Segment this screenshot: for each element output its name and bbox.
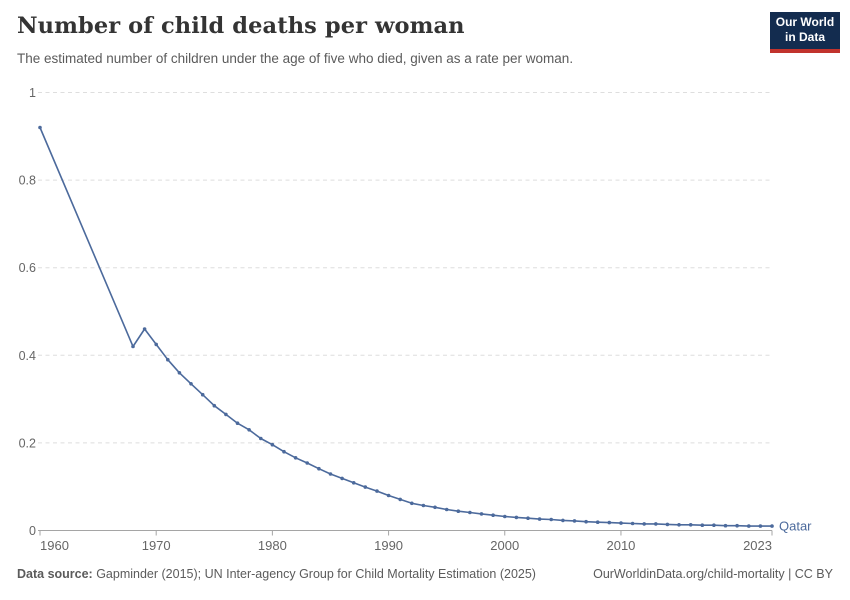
data-point-marker bbox=[584, 519, 588, 524]
x-tick-label: 1980 bbox=[258, 538, 287, 553]
data-point-marker bbox=[270, 442, 275, 447]
data-point-marker bbox=[712, 523, 716, 527]
data-point-marker bbox=[595, 520, 600, 524]
y-tick-label: 0.8 bbox=[19, 174, 36, 188]
data-point-marker bbox=[526, 516, 530, 520]
data-point-marker bbox=[758, 524, 763, 528]
data-point-marker bbox=[398, 497, 403, 502]
data-point-marker bbox=[723, 523, 728, 528]
x-tick-label: 1990 bbox=[374, 538, 403, 553]
data-point-marker bbox=[293, 456, 298, 460]
data-source-label: Data source: bbox=[17, 567, 93, 581]
data-source-note: Data source: Gapminder (2015); UN Inter-… bbox=[17, 567, 536, 581]
y-tick-label: 0.2 bbox=[19, 436, 36, 450]
data-point-marker bbox=[479, 512, 484, 516]
data-point-marker bbox=[433, 505, 437, 510]
data-point-marker bbox=[456, 509, 461, 513]
gridlines bbox=[38, 92, 772, 444]
y-tick-label: 1 bbox=[29, 86, 36, 100]
series-line-qatar[interactable] bbox=[38, 125, 774, 528]
x-tick-label: 2023 bbox=[743, 538, 772, 553]
data-point-marker bbox=[770, 524, 774, 528]
data-point-marker bbox=[131, 344, 135, 349]
data-point-marker bbox=[747, 524, 751, 528]
footer-citation-link[interactable]: OurWorldinData.org/child-mortality | CC … bbox=[593, 567, 833, 581]
data-point-marker bbox=[363, 485, 368, 489]
data-point-marker bbox=[549, 517, 553, 522]
data-point-marker bbox=[421, 503, 426, 508]
data-point-marker bbox=[177, 371, 182, 375]
data-point-marker bbox=[212, 403, 217, 408]
data-point-marker bbox=[224, 412, 228, 417]
data-point-marker bbox=[665, 522, 670, 527]
y-tick-label: 0.4 bbox=[19, 349, 36, 363]
data-point-marker bbox=[572, 519, 577, 523]
data-point-marker bbox=[235, 421, 240, 426]
x-tick-label: 1960 bbox=[40, 538, 69, 553]
data-source-text: Gapminder (2015); UN Inter-agency Group … bbox=[92, 567, 536, 581]
owid-logo-line1: Our World bbox=[775, 15, 835, 29]
data-point-marker bbox=[282, 449, 286, 454]
data-point-marker bbox=[607, 520, 612, 525]
data-point-marker bbox=[677, 523, 681, 527]
data-point-marker bbox=[642, 522, 646, 526]
data-point-marker bbox=[166, 357, 170, 362]
y-tick-label: 0.6 bbox=[19, 261, 36, 275]
data-point-marker bbox=[189, 382, 193, 386]
x-tick-label: 2010 bbox=[606, 538, 635, 553]
data-point-marker bbox=[340, 476, 344, 481]
y-axis-labels: 0 0.2 0.4 0.6 0.8 1 bbox=[19, 86, 36, 538]
data-point-marker bbox=[688, 523, 693, 527]
data-point-marker bbox=[514, 515, 519, 520]
data-point-marker bbox=[444, 507, 449, 512]
data-point-marker bbox=[154, 342, 158, 347]
data-point-marker bbox=[328, 472, 333, 476]
data-point-marker bbox=[468, 510, 472, 515]
data-point-marker bbox=[503, 514, 507, 519]
data-point-marker bbox=[735, 523, 739, 528]
data-point-marker bbox=[491, 513, 495, 517]
data-point-marker bbox=[351, 481, 356, 485]
data-point-marker bbox=[386, 493, 391, 498]
data-point-marker bbox=[700, 523, 705, 527]
qatar-line-path[interactable] bbox=[39, 126, 773, 527]
chart-title: Number of child deaths per woman bbox=[17, 13, 465, 39]
data-point-marker bbox=[259, 436, 263, 441]
data-point-marker bbox=[410, 501, 414, 506]
owid-logo-line2: in Data bbox=[784, 30, 825, 44]
data-point-marker bbox=[654, 522, 658, 526]
x-tick-label: 1970 bbox=[142, 538, 171, 553]
data-point-marker bbox=[537, 517, 542, 521]
data-point-marker bbox=[317, 466, 321, 471]
data-point-marker bbox=[561, 518, 565, 523]
data-point-marker bbox=[630, 521, 635, 526]
data-point-marker bbox=[305, 461, 310, 465]
data-point-marker bbox=[247, 428, 251, 432]
owid-logo[interactable]: Our World in Data bbox=[770, 12, 840, 53]
x-axis bbox=[38, 530, 773, 536]
series-entity-label[interactable]: Qatar bbox=[779, 519, 812, 534]
y-tick-label: 0 bbox=[29, 524, 36, 538]
x-axis-labels: 1960 1970 1980 1990 2000 2010 2023 bbox=[40, 538, 772, 553]
x-tick-label: 2000 bbox=[490, 538, 519, 553]
data-point-marker bbox=[200, 392, 205, 397]
data-point-marker bbox=[375, 489, 379, 493]
data-point-marker bbox=[619, 521, 623, 525]
chart-subtitle: The estimated number of children under t… bbox=[17, 51, 574, 66]
data-point-marker bbox=[38, 125, 42, 130]
data-point-marker bbox=[142, 327, 147, 331]
